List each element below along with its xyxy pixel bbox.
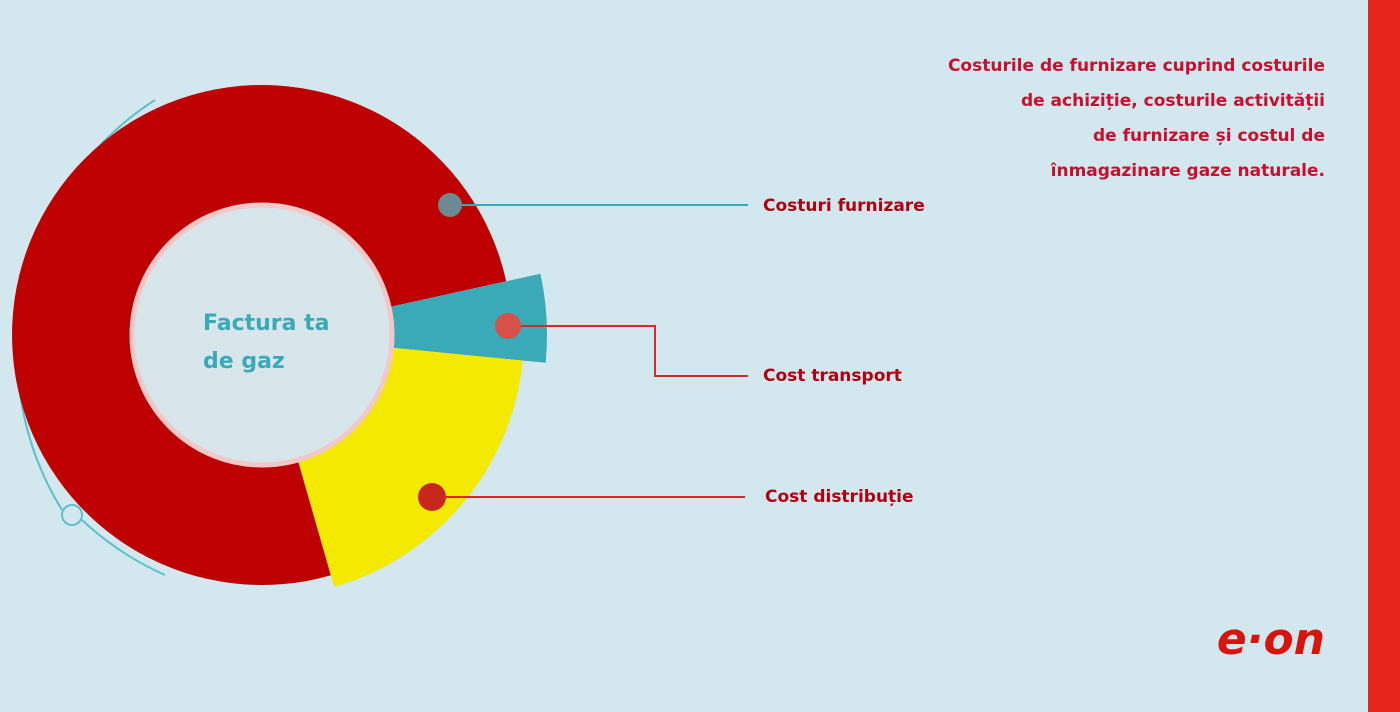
center-circle xyxy=(129,202,395,468)
center-label: de gaz xyxy=(203,349,285,374)
marker-dot xyxy=(438,193,462,217)
side-bar xyxy=(1368,0,1400,712)
legend-label: Cost distribuție xyxy=(765,487,914,507)
decor-arc xyxy=(81,519,166,576)
connector xyxy=(520,325,748,377)
legend-label: Costuri furnizare xyxy=(763,196,925,216)
annotation-line: înmagazinare gaze naturale. xyxy=(1050,161,1325,181)
annotation: Costurile de furnizare cuprind costurile… xyxy=(948,56,1325,181)
logo: e·on xyxy=(1217,614,1325,665)
legend-label: Cost transport xyxy=(763,366,902,386)
center-label: Factura ta xyxy=(203,311,330,336)
decor-ring xyxy=(61,504,83,526)
marker-dot xyxy=(418,483,446,511)
annotation-line: Costurile de furnizare cuprind costurile xyxy=(948,56,1325,76)
annotation-line: de furnizare și costul de xyxy=(1093,126,1325,146)
marker-dot xyxy=(495,313,521,339)
annotation-line: de achiziție, costurile activității xyxy=(1021,91,1325,111)
